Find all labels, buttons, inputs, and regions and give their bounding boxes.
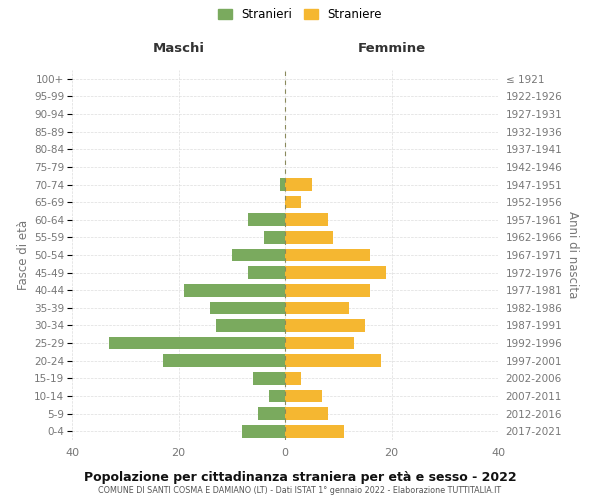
Bar [285, 231, 333, 243]
Legend: Stranieri, Straniere: Stranieri, Straniere [215, 6, 385, 24]
Bar [285, 354, 381, 367]
Bar [242, 425, 285, 438]
Bar [253, 372, 285, 384]
Bar [285, 372, 301, 384]
Text: Femmine: Femmine [358, 42, 425, 55]
Bar [285, 284, 370, 296]
Y-axis label: Anni di nascita: Anni di nascita [566, 212, 579, 298]
Bar [264, 231, 285, 243]
Bar [109, 337, 285, 349]
Bar [248, 266, 285, 279]
Bar [285, 319, 365, 332]
Bar [285, 178, 311, 191]
Bar [285, 302, 349, 314]
Bar [285, 214, 328, 226]
Y-axis label: Fasce di età: Fasce di età [17, 220, 30, 290]
Bar [216, 319, 285, 332]
Bar [285, 425, 344, 438]
Bar [285, 337, 354, 349]
Bar [285, 266, 386, 279]
Text: COMUNE DI SANTI COSMA E DAMIANO (LT) - Dati ISTAT 1° gennaio 2022 - Elaborazione: COMUNE DI SANTI COSMA E DAMIANO (LT) - D… [98, 486, 502, 495]
Text: Popolazione per cittadinanza straniera per età e sesso - 2022: Popolazione per cittadinanza straniera p… [83, 471, 517, 484]
Bar [285, 407, 328, 420]
Bar [248, 214, 285, 226]
Bar [285, 248, 370, 262]
Bar [269, 390, 285, 402]
Bar [285, 390, 322, 402]
Bar [259, 407, 285, 420]
Bar [163, 354, 285, 367]
Bar [184, 284, 285, 296]
Bar [280, 178, 285, 191]
Bar [285, 196, 301, 208]
Text: Maschi: Maschi [152, 42, 205, 55]
Bar [232, 248, 285, 262]
Bar [211, 302, 285, 314]
